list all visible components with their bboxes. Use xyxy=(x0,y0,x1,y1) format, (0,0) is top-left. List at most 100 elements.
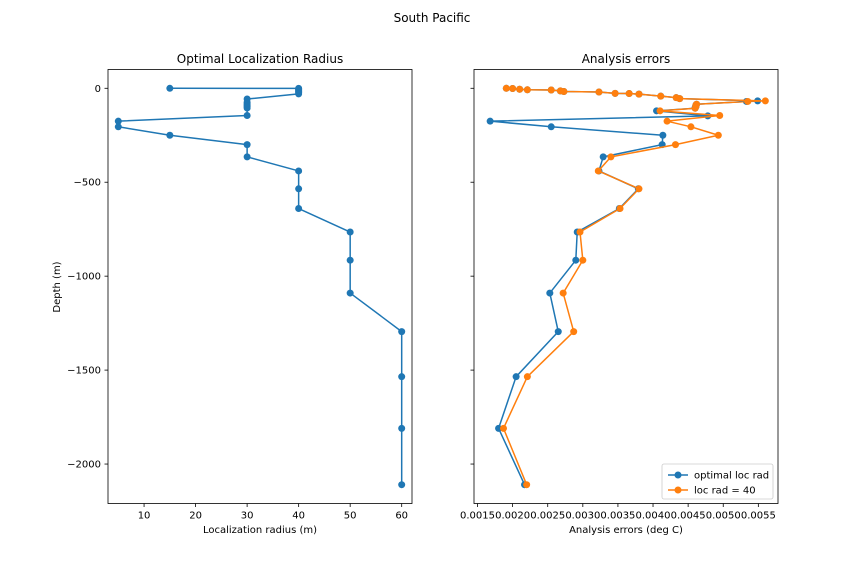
right-series-1-point xyxy=(663,117,671,125)
right-series-1-point xyxy=(595,88,603,96)
right-series-1-point xyxy=(523,481,531,489)
left-x-axis-label: Localization radius (m) xyxy=(203,525,317,536)
figure-suptitle: South Pacific xyxy=(394,11,471,25)
left-series-0-point xyxy=(398,481,406,489)
right-series-1-point xyxy=(657,92,665,100)
right-series-1-point xyxy=(576,228,584,236)
right-series-1-point xyxy=(570,328,578,336)
left-series-0-point xyxy=(398,373,406,381)
right-series-1-line xyxy=(502,87,767,485)
legend: optimal loc rad loc rad = 40 xyxy=(661,463,774,500)
left-y-axis-label: Depth (m) xyxy=(52,261,63,312)
right-series-0-line xyxy=(489,87,759,486)
left-series-0-point xyxy=(166,84,174,92)
right-series-0-point xyxy=(486,117,494,125)
right-y-ticks xyxy=(470,87,474,465)
right-series-1-point xyxy=(499,424,507,432)
right-plot-area xyxy=(486,84,769,489)
left-x-tick-label: 10 xyxy=(138,511,151,522)
right-series-1-point xyxy=(616,205,624,213)
right-series-1-point xyxy=(559,289,567,297)
left-y-tick-label: −1000 xyxy=(67,272,101,283)
right-x-tick-label: 0.0030 xyxy=(565,511,600,522)
left-x-tick-label: 30 xyxy=(241,511,254,522)
left-x-tick-label: 20 xyxy=(189,511,202,522)
right-x-tick-label: 0.0025 xyxy=(530,511,565,522)
legend-label-optimal: optimal loc rad xyxy=(694,471,769,482)
right-series-1-point xyxy=(611,89,619,97)
left-y-tick-label: 0 xyxy=(95,84,101,95)
right-x-tick-label: 0.0015 xyxy=(460,511,495,522)
right-series-1-point xyxy=(656,107,664,115)
left-series-0-point xyxy=(295,205,303,213)
right-series-1-point xyxy=(523,373,531,381)
left-series-0-point xyxy=(346,228,354,236)
legend-label-loc40: loc rad = 40 xyxy=(694,486,756,497)
left-series-0-point xyxy=(398,424,406,432)
right-series-0-point xyxy=(495,424,503,432)
right-series-1-point xyxy=(687,123,695,131)
right-x-tick-label: 0.0045 xyxy=(671,511,706,522)
right-series-1-point xyxy=(676,95,684,103)
left-panel: Optimal Localization Radius 10 20 30 40 50 60… xyxy=(52,52,413,536)
left-y-tick-label: −500 xyxy=(74,178,101,189)
left-y-tick-label: −2000 xyxy=(67,460,101,471)
right-chart-title: Analysis errors xyxy=(582,52,671,66)
right-series-1-point xyxy=(560,87,568,95)
left-series-0-point xyxy=(166,131,174,139)
left-x-tick-label: 40 xyxy=(292,511,305,522)
right-series-1-point xyxy=(761,97,769,105)
right-series-1-point xyxy=(714,131,722,139)
legend-box xyxy=(661,463,774,500)
left-series-0-point xyxy=(295,90,303,98)
left-chart-title: Optimal Localization Radius xyxy=(177,52,343,66)
right-x-ticks: 0.0015 0.0020 0.0025 0.0030 0.0035 0.0040 0.00… xyxy=(460,503,776,522)
left-series-0-point xyxy=(114,117,122,125)
left-series-0-point xyxy=(295,185,303,193)
left-x-tick-label: 50 xyxy=(344,511,357,522)
right-series-1-point xyxy=(691,104,699,112)
right-series-0-point xyxy=(572,256,580,264)
right-x-tick-label: 0.0040 xyxy=(636,511,671,522)
right-series-1-point xyxy=(635,90,643,98)
legend-marker-optimal xyxy=(674,471,682,479)
right-series-1-point xyxy=(672,141,679,149)
right-axes-frame xyxy=(473,69,779,504)
left-plot-area xyxy=(114,84,406,489)
right-series-1-point xyxy=(744,97,752,105)
left-x-tick-label: 60 xyxy=(395,511,408,522)
left-axes-frame xyxy=(107,69,413,504)
left-series-0-point xyxy=(243,141,251,149)
right-series-0-point xyxy=(599,153,607,161)
right-series-1-point xyxy=(594,167,602,175)
right-series-0-point xyxy=(659,131,667,139)
right-series-0-point xyxy=(547,123,555,131)
right-series-1-point xyxy=(523,86,531,94)
right-series-0-point xyxy=(554,328,562,336)
right-x-tick-label: 0.0020 xyxy=(495,511,530,522)
left-series-0-point xyxy=(114,123,122,131)
right-series-1-point xyxy=(579,256,587,264)
right-x-axis-label: Analysis errors (deg C) xyxy=(569,525,683,536)
right-series-0-point xyxy=(546,289,554,297)
right-series-1-point xyxy=(635,185,643,193)
left-series-0-point xyxy=(243,104,251,112)
right-panel: Analysis errors 0.0015 0.0020 0.0025 0.0030… xyxy=(460,52,779,536)
left-y-tick-label: −1500 xyxy=(67,366,101,377)
left-y-ticks: 0 −500 −1000 −1500 −2000 xyxy=(67,84,108,471)
left-series-0-point xyxy=(243,112,251,120)
left-x-ticks: 10 20 30 40 50 60 xyxy=(138,503,408,522)
left-series-0-point xyxy=(346,256,354,264)
left-series-0-line xyxy=(117,87,403,485)
left-series-0-point xyxy=(398,328,406,336)
right-x-tick-label: 0.0050 xyxy=(706,511,741,522)
left-series-0-point xyxy=(295,167,303,175)
right-series-1-point xyxy=(716,112,724,120)
right-series-1-point xyxy=(516,85,524,93)
legend-marker-loc40 xyxy=(674,486,682,494)
left-series-0-point xyxy=(346,289,354,297)
right-x-tick-label: 0.0055 xyxy=(741,511,776,522)
right-series-0-point xyxy=(512,373,520,381)
right-series-1-point xyxy=(502,84,510,92)
